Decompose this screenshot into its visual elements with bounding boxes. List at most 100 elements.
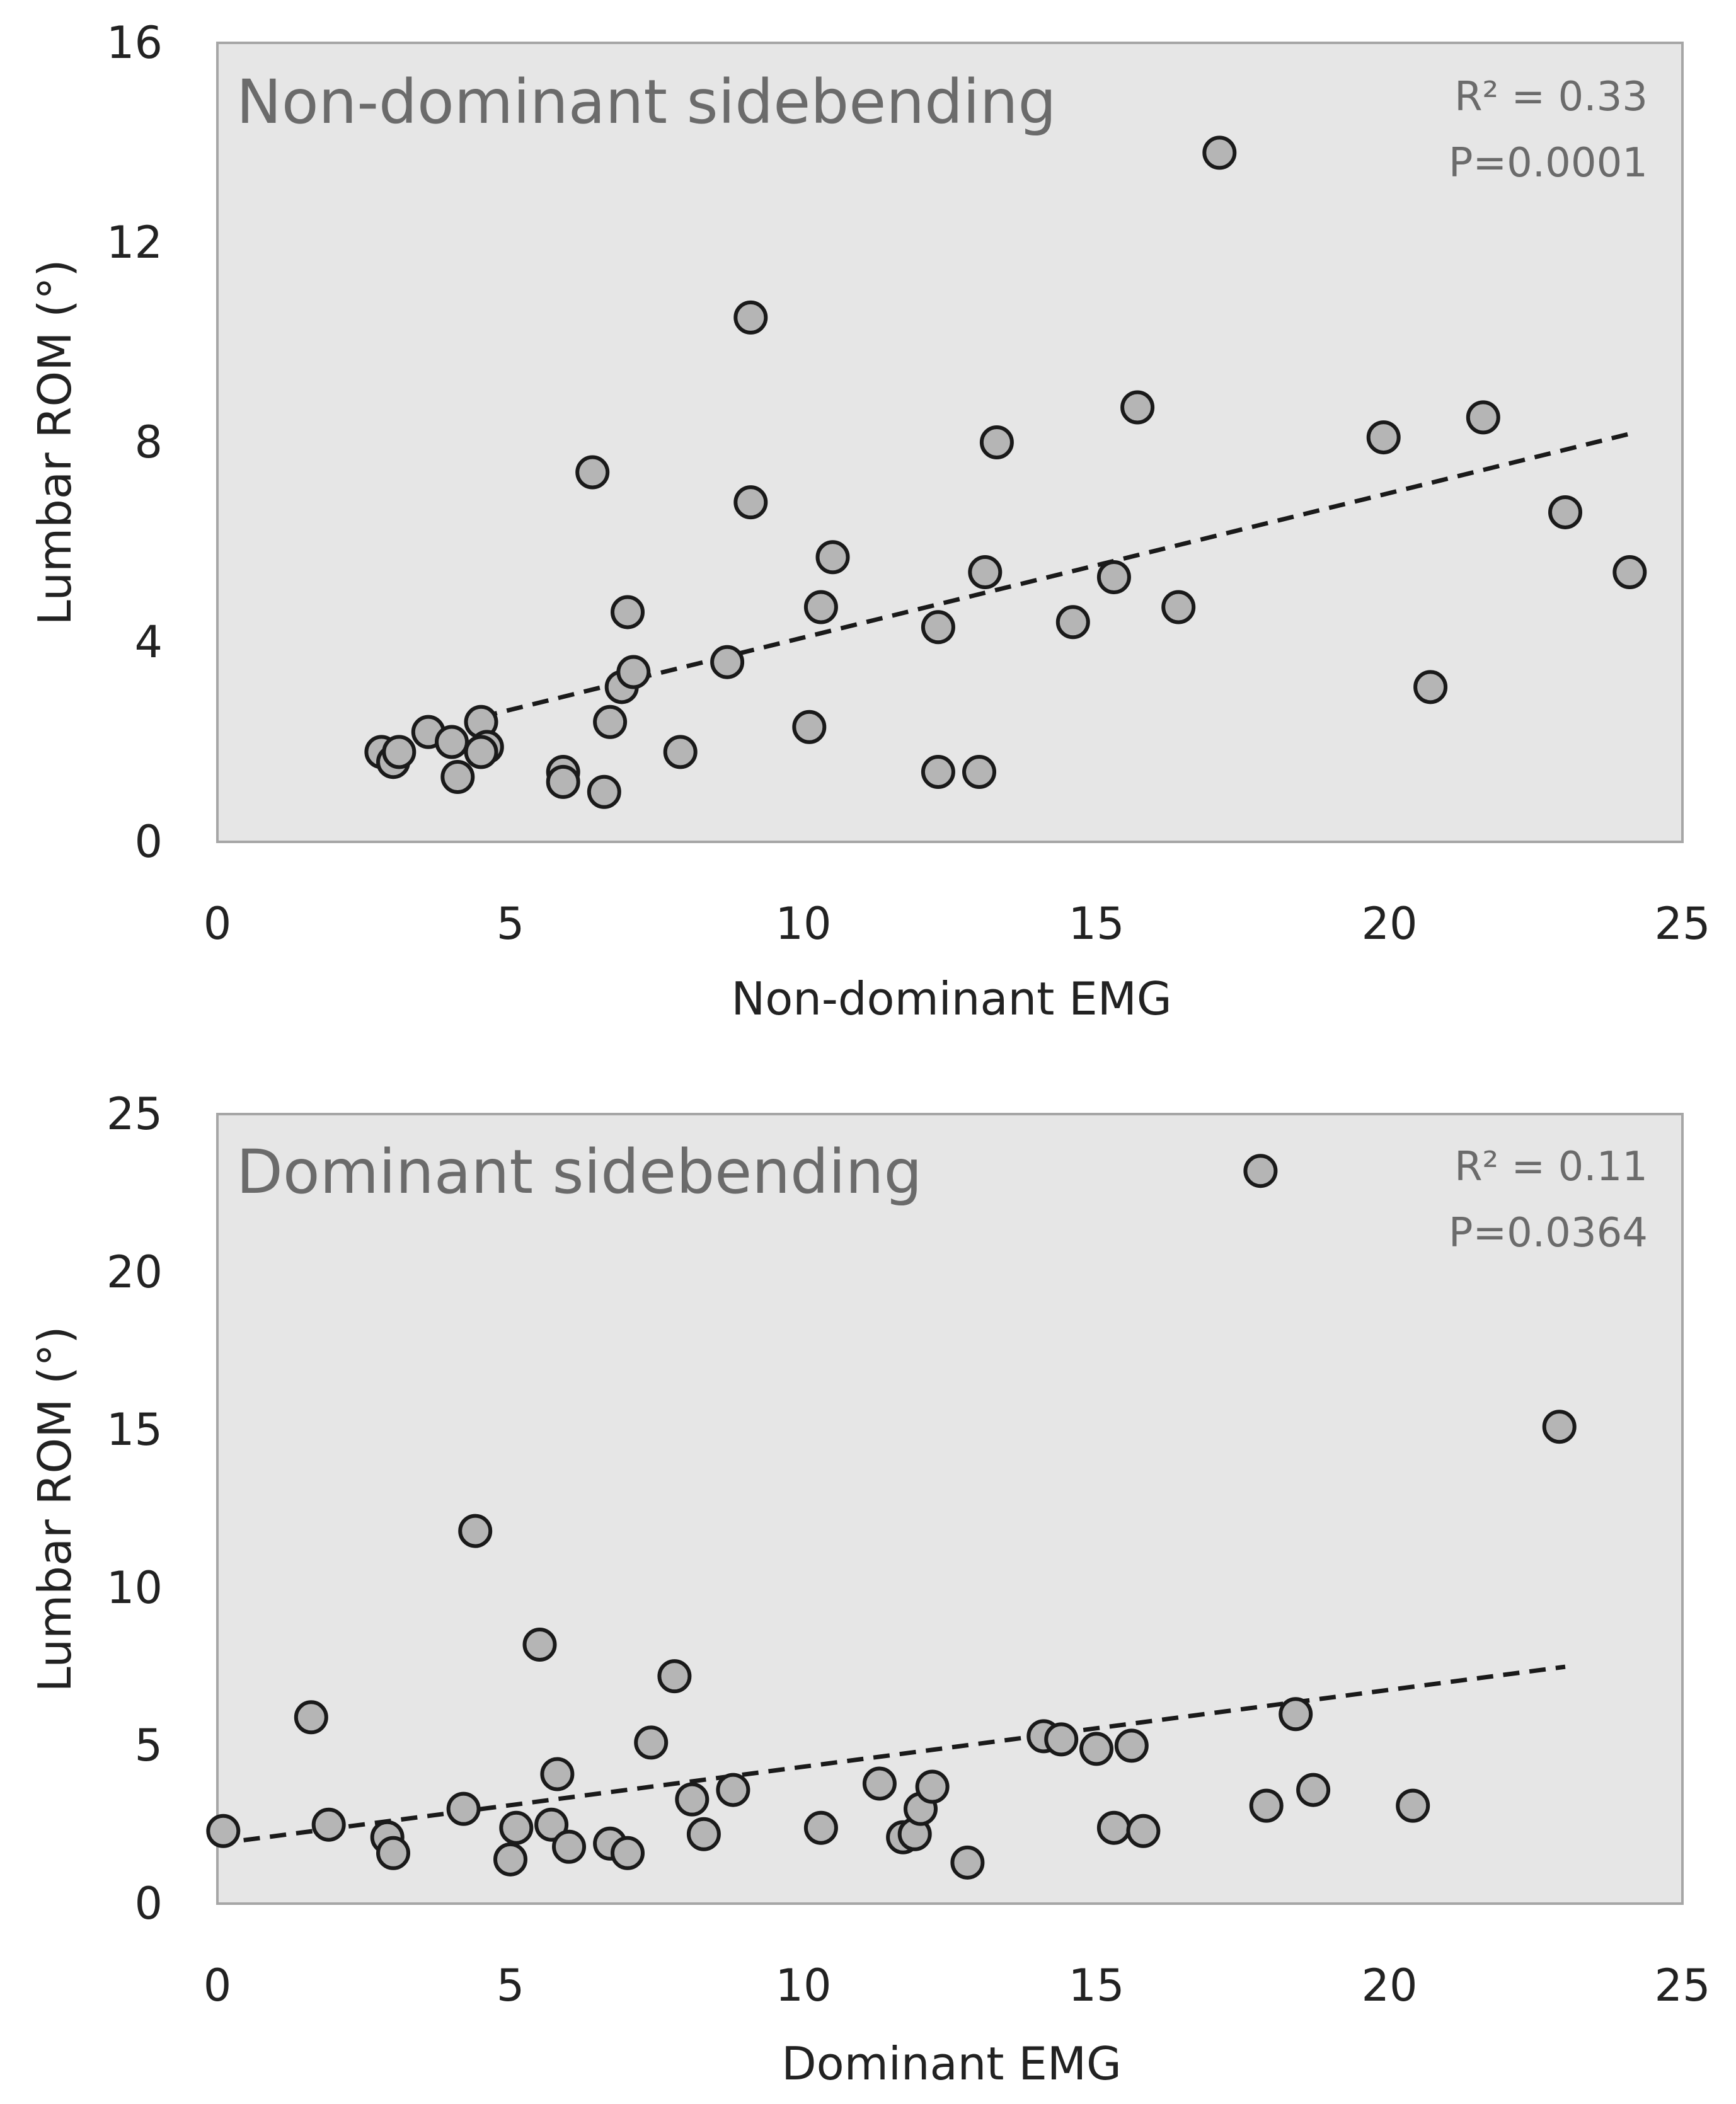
- data-point: [382, 735, 417, 769]
- data-point: [686, 1817, 721, 1851]
- data-point: [1249, 1788, 1284, 1823]
- data-point: [493, 1842, 527, 1877]
- data-point: [792, 710, 827, 744]
- data-point: [1413, 670, 1448, 704]
- data-point: [921, 755, 955, 790]
- r-squared-label: R² = 0.33: [1454, 74, 1648, 120]
- plot-area: [216, 42, 1684, 843]
- panel-non-dominant: Non-dominant sidebending R² = 0.33 P=0.0…: [28, 17, 1711, 1025]
- data-point: [575, 455, 610, 490]
- x-tick-label: 15: [1068, 898, 1124, 950]
- panel-dominant: Dominant sidebending R² = 0.11 P=0.0364 …: [28, 1088, 1711, 2090]
- data-point: [710, 645, 745, 679]
- data-point: [458, 1514, 493, 1548]
- data-point: [611, 1836, 645, 1870]
- x-tick-label: 25: [1654, 898, 1710, 950]
- data-point: [803, 1810, 838, 1845]
- y-tick-label: 8: [134, 417, 163, 468]
- data-point: [1612, 555, 1647, 590]
- x-tick-label: 15: [1068, 1960, 1124, 2011]
- y-axis-title: Lumbar ROM (°): [28, 1326, 81, 1693]
- data-point: [1243, 1154, 1278, 1188]
- y-tick-labels: 0 5 10 15 20 25: [106, 1088, 163, 1929]
- data-point: [593, 704, 628, 739]
- data-point: [915, 1769, 950, 1804]
- data-point: [1079, 1732, 1113, 1766]
- data-point: [546, 764, 580, 799]
- r-squared-label: R² = 0.11: [1454, 1144, 1648, 1190]
- data-point: [733, 300, 768, 335]
- data-points: [364, 135, 1647, 809]
- data-point: [663, 735, 698, 769]
- data-point: [815, 540, 850, 575]
- data-point: [435, 725, 469, 759]
- data-point: [611, 595, 645, 629]
- data-point: [1542, 1410, 1577, 1444]
- data-point: [950, 1845, 985, 1880]
- data-point: [1466, 400, 1500, 435]
- data-point: [1296, 1773, 1331, 1807]
- x-tick-label: 25: [1654, 1960, 1710, 2011]
- data-point: [1114, 1728, 1149, 1763]
- data-point: [311, 1807, 346, 1842]
- data-point: [1161, 590, 1196, 624]
- y-tick-labels: 0 4 8 12 16: [106, 17, 163, 868]
- data-point: [1120, 390, 1155, 425]
- data-point: [499, 1810, 534, 1845]
- y-tick-label: 25: [106, 1088, 163, 1140]
- data-point: [464, 735, 498, 769]
- p-value-label: P=0.0001: [1449, 140, 1648, 187]
- data-point: [1096, 1810, 1131, 1845]
- trendline: [217, 1664, 1566, 1846]
- y-tick-label: 4: [134, 616, 163, 668]
- data-point: [587, 774, 621, 809]
- x-tick-labels: 0 5 10 15 20 25: [204, 1960, 1711, 2011]
- x-axis-title: Dominant EMG: [781, 2037, 1122, 2090]
- data-point: [979, 425, 1014, 459]
- data-point: [206, 1814, 241, 1848]
- data-point: [1055, 605, 1090, 640]
- x-tick-label: 20: [1361, 898, 1417, 950]
- data-point: [1548, 495, 1582, 529]
- data-point: [862, 1766, 897, 1801]
- x-axis-title: Non-dominant EMG: [731, 972, 1171, 1025]
- chart-title: Dominant sidebending: [236, 1137, 922, 1207]
- data-point: [440, 759, 475, 794]
- x-tick-label: 5: [497, 1960, 525, 2011]
- y-axis-title: Lumbar ROM (°): [28, 260, 81, 626]
- y-tick-label: 12: [106, 217, 163, 268]
- data-point: [1044, 1722, 1079, 1757]
- y-tick-label: 0: [134, 1878, 163, 1929]
- y-tick-label: 10: [106, 1562, 163, 1614]
- y-tick-label: 0: [134, 816, 163, 868]
- x-tick-label: 5: [497, 898, 525, 950]
- data-point: [376, 1836, 410, 1870]
- data-point: [1366, 420, 1401, 455]
- data-point: [1396, 1788, 1430, 1823]
- p-value-label: P=0.0364: [1449, 1210, 1648, 1256]
- data-point: [540, 1757, 575, 1791]
- data-points: [206, 1154, 1577, 1880]
- x-tick-label: 10: [775, 898, 831, 950]
- data-point: [657, 1659, 692, 1694]
- data-point: [962, 755, 996, 790]
- data-point: [1279, 1697, 1313, 1732]
- trendline: [480, 430, 1636, 720]
- x-tick-label: 10: [775, 1960, 831, 2011]
- data-point: [534, 1807, 569, 1842]
- x-tick-label: 0: [204, 1960, 232, 2011]
- data-point: [803, 590, 838, 624]
- data-point: [552, 1829, 586, 1864]
- data-point: [675, 1782, 710, 1817]
- data-point: [921, 610, 955, 645]
- data-point: [1126, 1814, 1161, 1848]
- y-tick-label: 16: [106, 17, 163, 69]
- x-tick-labels: 0 5 10 15 20 25: [204, 898, 1711, 950]
- data-point: [616, 655, 651, 689]
- data-point: [522, 1628, 557, 1662]
- data-point: [634, 1725, 669, 1760]
- data-point: [1202, 135, 1237, 170]
- data-point: [716, 1773, 750, 1807]
- data-point: [1096, 560, 1131, 594]
